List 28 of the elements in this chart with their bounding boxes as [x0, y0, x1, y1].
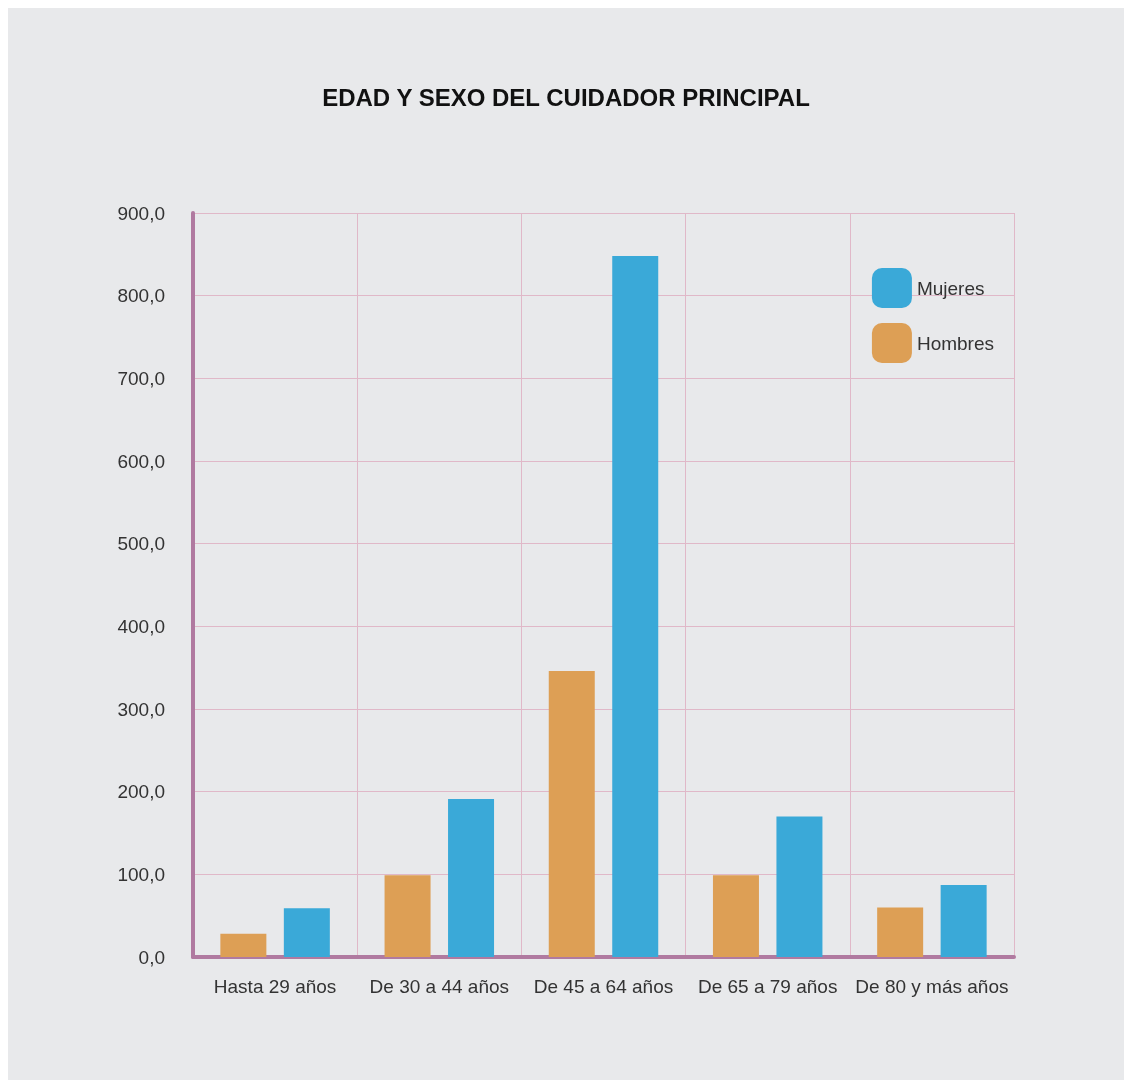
y-tick-label: 200,0: [117, 781, 165, 803]
bar: [220, 933, 267, 957]
x-tick-label: Hasta 29 años: [213, 976, 337, 997]
bar: [776, 816, 823, 957]
legend-label: Mujeres: [916, 277, 985, 299]
bar: [448, 799, 495, 957]
x-tick-label: De 45 a 64 años: [533, 976, 674, 997]
legend-label: Hombres: [916, 332, 994, 354]
bar: [712, 875, 759, 957]
y-tick-label: 800,0: [117, 285, 165, 307]
bar: [548, 670, 595, 957]
y-tick-label: 400,0: [117, 615, 165, 637]
bar: [283, 908, 330, 957]
y-tick-label: 600,0: [117, 450, 165, 472]
y-tick-label: 0,0: [138, 946, 165, 968]
bar: [940, 885, 987, 957]
y-tick-label: 700,0: [117, 367, 165, 389]
x-tick-label: De 30 a 44 años: [369, 976, 510, 997]
x-tick-label: De 65 a 79 años: [697, 976, 838, 997]
x-tick-label: De 80 y más años: [855, 976, 1009, 997]
y-tick-label: 900,0: [117, 202, 165, 224]
y-tick-label: 300,0: [117, 698, 165, 720]
y-tick-label: 500,0: [117, 533, 165, 555]
y-tick-label: 100,0: [117, 863, 165, 885]
chart-title: EDAD Y SEXO DEL CUIDADOR PRINCIPAL: [322, 83, 810, 111]
bar: [612, 255, 659, 957]
bar: [877, 907, 924, 957]
bar: [384, 875, 431, 957]
